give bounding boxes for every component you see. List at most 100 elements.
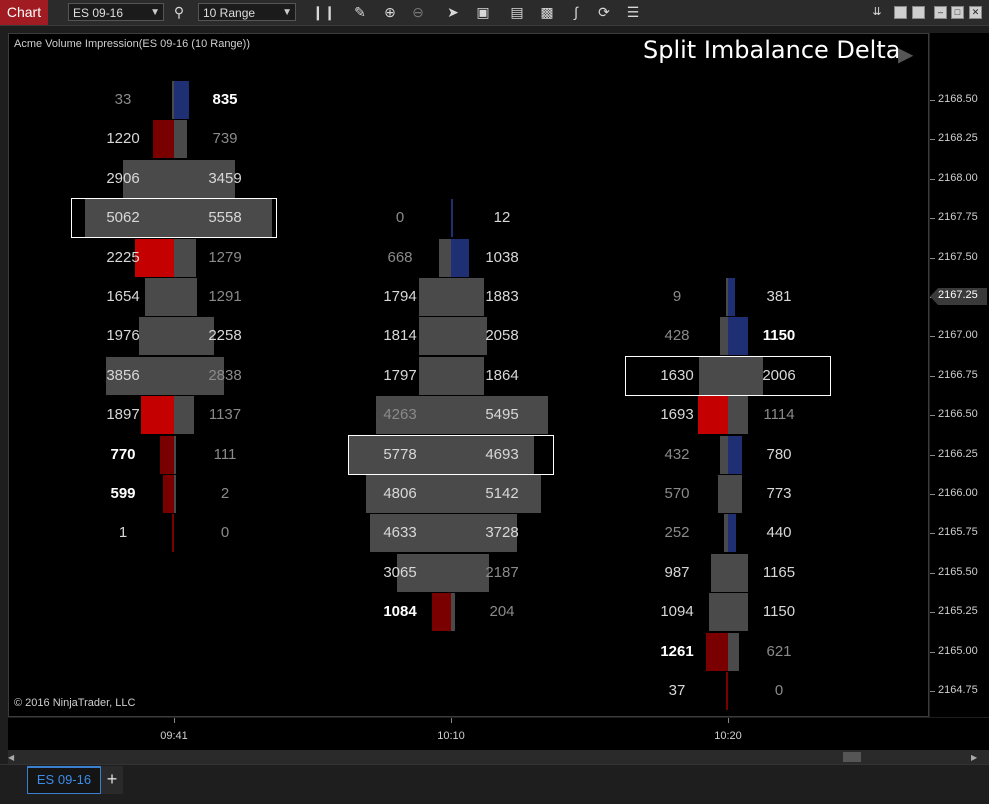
bid-volume-bar <box>708 593 728 632</box>
data-box-icon[interactable]: ▣ <box>476 4 490 20</box>
bid-volume-label: 37 <box>668 682 686 699</box>
minimize-icon[interactable]: – <box>934 6 947 19</box>
price-marker-shape <box>930 288 987 305</box>
bid-volume-bar <box>122 159 174 198</box>
bar-spacing-icon[interactable]: ▤ <box>510 4 524 20</box>
ask-volume-bar <box>174 396 194 435</box>
ask-volume-bar <box>451 356 484 395</box>
y-tick-label: 2168.00 <box>938 171 978 184</box>
bid-volume-label: 2906 <box>106 169 140 187</box>
bid-volume-label: 252 <box>664 524 690 542</box>
bid-volume-bar <box>419 278 451 316</box>
y-tick-label: 2165.50 <box>938 565 978 578</box>
zoom-in-icon[interactable]: ⊕ <box>384 4 396 20</box>
instrument-selector[interactable]: ES 09-16 ▼ <box>68 3 164 21</box>
y-tick-label: 2167.00 <box>938 329 978 342</box>
search-icon[interactable]: ⚲ <box>173 4 185 20</box>
scroll-left-icon[interactable]: ◀ <box>8 753 15 762</box>
bid-volume-label: 1794 <box>383 288 417 305</box>
bid-volume-bar <box>705 632 728 671</box>
bid-volume-bar <box>349 435 451 474</box>
instrument-value: ES 09-16 <box>73 6 124 20</box>
bid-volume-bar <box>717 475 728 513</box>
stack-icon[interactable]: ▩ <box>540 4 554 20</box>
x-tick-label: 10:10 <box>437 730 465 742</box>
y-tick-label: 2168.50 <box>938 93 978 105</box>
horizontal-scrollbar[interactable]: ◀ ▶ <box>8 750 989 764</box>
chart-window-label: Chart <box>0 0 48 25</box>
ask-volume-label: 5142 <box>485 485 519 502</box>
ask-volume-label: 1279 <box>208 248 242 266</box>
x-tick-label: 10:20 <box>714 730 742 742</box>
ask-volume-bar <box>728 475 742 513</box>
time-axis[interactable]: 09:41 10:10 10:20 <box>8 718 989 750</box>
ask-volume-bar <box>451 553 490 592</box>
bid-volume-bar <box>419 317 451 356</box>
bid-volume-label: 1 <box>118 524 128 542</box>
pin-icon[interactable]: ⇊ <box>872 6 882 18</box>
ask-volume-bar <box>451 514 517 553</box>
y-tick-mark <box>930 336 935 338</box>
bid-volume-bar <box>134 238 174 277</box>
ask-volume-label: 1165 <box>762 563 796 581</box>
price-axis[interactable]: 2168.50 2168.25 2168.00 2167.75 2167.50 2167.… <box>930 33 989 717</box>
bid-volume-bar <box>439 238 451 277</box>
chevron-down-icon: ▼ <box>150 7 160 18</box>
bid-volume-label: 1094 <box>660 603 694 621</box>
ask-volume-bar <box>174 81 189 119</box>
bar-chart-icon[interactable]: ❙❙ <box>312 4 336 20</box>
bid-volume-label: 668 <box>387 248 413 266</box>
y-tick-mark <box>930 572 935 574</box>
y-tick-mark <box>930 375 935 377</box>
bid-volume-bar <box>139 317 174 356</box>
bid-volume-bar <box>376 396 451 435</box>
maximize-icon[interactable]: □ <box>951 6 964 19</box>
strategy-icon[interactable]: ∫ <box>574 4 578 20</box>
add-tab-button[interactable]: + <box>101 766 123 794</box>
scroll-right-icon[interactable]: ▶ <box>971 753 978 762</box>
bid-volume-label: 1797 <box>383 366 417 384</box>
y-tick-label: 2167.50 <box>938 250 978 263</box>
y-tick-mark <box>930 691 935 692</box>
window-button-1[interactable] <box>894 6 907 19</box>
window-button-2[interactable] <box>912 6 925 19</box>
y-tick-label: 2166.75 <box>938 368 978 381</box>
bid-volume-label: 3065 <box>383 563 417 581</box>
bid-volume-label: 1630 <box>660 366 694 384</box>
y-tick-mark <box>930 494 935 495</box>
current-price-marker: 2167.25 <box>930 288 987 305</box>
ask-volume-label: 1150 <box>762 603 796 621</box>
bid-volume-label: 1261 <box>660 642 694 660</box>
ask-volume-label: 1114 <box>763 406 795 424</box>
ask-volume-bar <box>174 317 214 356</box>
ask-volume-label: 1864 <box>485 366 519 384</box>
ask-volume-label: 1038 <box>485 248 519 266</box>
bid-volume-label: 4263 <box>383 406 417 424</box>
ask-volume-bar <box>728 317 749 356</box>
properties-icon[interactable]: ☰ <box>626 4 640 20</box>
refresh-icon[interactable]: ⟳ <box>598 4 610 20</box>
ask-volume-bar <box>451 317 488 356</box>
ask-volume-label: 780 <box>766 445 792 463</box>
y-tick-label: 2166.50 <box>938 408 978 421</box>
bid-volume-label: 5778 <box>383 445 417 463</box>
tab-es-09-16[interactable]: ES 09-16 <box>27 766 101 794</box>
ask-volume-bar <box>174 120 187 159</box>
poc-highlight-box <box>71 198 277 239</box>
ask-volume-bar <box>728 632 739 671</box>
zoom-out-icon[interactable]: ⊖ <box>412 4 424 20</box>
bid-volume-label: 1814 <box>383 327 417 345</box>
x-tick-mark <box>728 718 729 723</box>
close-icon[interactable]: ✕ <box>969 6 982 19</box>
ask-volume-label: 1883 <box>485 288 519 305</box>
scroll-thumb[interactable] <box>843 752 861 762</box>
y-tick-mark <box>930 178 935 180</box>
ask-volume-bar <box>451 593 455 632</box>
play-next-icon[interactable]: ▶ <box>898 44 914 66</box>
ask-volume-bar <box>451 278 485 316</box>
ask-volume-bar <box>174 475 176 513</box>
pencil-icon[interactable]: ✎ <box>354 4 366 20</box>
period-selector[interactable]: 10 Range ▼ <box>198 3 296 21</box>
cursor-icon[interactable]: ➤ <box>447 4 459 20</box>
bid-volume-bar <box>720 435 728 474</box>
